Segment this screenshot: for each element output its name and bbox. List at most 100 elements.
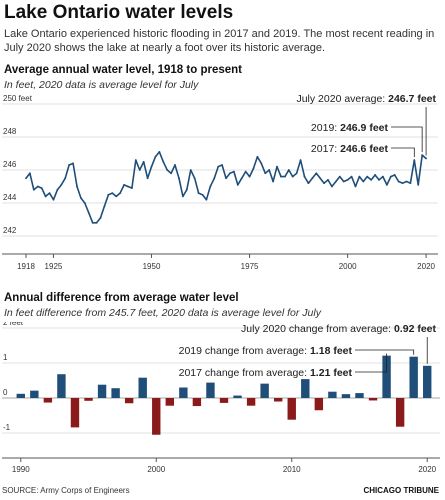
data-point	[350, 175, 353, 178]
data-point	[83, 202, 86, 204]
data-point	[56, 188, 59, 191]
data-point	[209, 185, 212, 188]
difference-bar	[43, 398, 53, 403]
data-point	[76, 185, 78, 188]
data-point	[32, 188, 35, 191]
data-point	[131, 187, 133, 190]
data-point	[25, 177, 27, 180]
x-tick-label: 1975	[241, 262, 259, 271]
y-tick-label: 2 feet	[3, 322, 24, 327]
bar-chart-title: Annual difference from average water lev…	[4, 292, 239, 304]
annotation-2: 2017: 246.6 feet	[311, 143, 389, 155]
x-tick-label: 1925	[45, 262, 63, 271]
data-point	[146, 177, 149, 180]
data-point	[323, 182, 325, 185]
difference-bar	[233, 395, 242, 398]
data-point	[123, 183, 125, 186]
data-point	[29, 172, 31, 175]
data-point	[232, 170, 235, 173]
data-point	[150, 165, 153, 168]
data-point	[158, 150, 161, 153]
data-point	[378, 179, 380, 181]
data-point	[397, 180, 400, 183]
data-point	[48, 192, 51, 194]
x-tick-label: 1990	[12, 465, 30, 474]
data-point	[115, 195, 118, 198]
data-point	[382, 175, 384, 178]
data-point	[409, 182, 412, 185]
annotation-2-value: 246.6 feet	[340, 143, 388, 155]
data-point	[181, 195, 184, 198]
data-point	[225, 177, 227, 180]
difference-bar	[382, 355, 391, 398]
data-point	[189, 169, 192, 171]
data-point	[72, 162, 74, 165]
data-point	[127, 185, 129, 188]
data-point	[307, 182, 310, 185]
data-point	[276, 165, 278, 168]
data-point	[36, 185, 39, 188]
data-point	[315, 172, 318, 175]
data-point	[346, 179, 349, 181]
difference-bar	[124, 398, 134, 404]
difference-bar	[206, 382, 215, 398]
bar-annotation-2: 2017 change from average: 1.21 feet	[179, 367, 353, 379]
data-point	[170, 172, 173, 175]
bar-annotation-1-value: 1.18 feet	[310, 345, 353, 357]
water-level-line-chart: 250 feet 248 246 244 242 1918 1925 1950 1975 2000…	[2, 93, 438, 271]
data-point	[244, 170, 247, 173]
y-tick-label: 246	[3, 160, 17, 169]
data-point	[393, 174, 396, 176]
data-point	[154, 155, 157, 158]
data-point	[162, 160, 165, 163]
data-point	[248, 175, 251, 178]
difference-bar	[152, 398, 161, 435]
y-tick-label: 244	[3, 193, 17, 202]
data-point	[52, 198, 55, 201]
difference-bar	[368, 398, 378, 401]
data-point	[260, 162, 263, 165]
data-point	[256, 155, 259, 158]
data-point	[60, 183, 63, 186]
difference-bar	[70, 398, 80, 428]
bar-annotation-1-label: 2019 change from average:	[179, 345, 310, 357]
annotation-0-value: 246.7 feet	[388, 93, 436, 105]
x-tick-label: 2010	[283, 465, 301, 474]
annotation-1: 2019: 246.9 feet	[311, 122, 389, 134]
data-point	[142, 160, 145, 163]
difference-bar	[16, 393, 25, 398]
difference-bar	[192, 398, 202, 407]
data-point	[280, 175, 282, 178]
x-tick-label: 2000	[147, 465, 165, 474]
bar-annotation-1: 2019 change from average: 1.18 feet	[179, 345, 353, 357]
difference-bar	[395, 398, 405, 427]
difference-bar	[219, 398, 229, 403]
y-tick-label: 0	[3, 388, 8, 397]
data-point	[166, 169, 169, 171]
difference-bar-chart: 2 feet 1 0 -1 1990 2000 2010 2020 July 2020 chan…	[2, 322, 440, 474]
data-point	[299, 159, 302, 161]
data-point	[193, 177, 196, 180]
data-point	[44, 195, 47, 198]
data-point	[134, 159, 137, 161]
difference-bar	[273, 398, 283, 402]
data-point	[221, 164, 224, 166]
annotation-2-label: 2017:	[311, 143, 340, 155]
data-point	[417, 183, 420, 186]
data-point	[119, 192, 122, 194]
data-point	[213, 177, 216, 180]
data-point	[138, 169, 141, 171]
data-point	[342, 180, 345, 183]
bar-annotation-0-value: 0.92 feet	[394, 323, 437, 335]
annotation-leader	[391, 147, 415, 158]
bar-annotation-2-label: 2017 change from average:	[179, 367, 310, 379]
data-point	[178, 177, 180, 180]
data-point	[64, 177, 67, 180]
difference-bar	[355, 393, 364, 398]
difference-bar	[57, 374, 66, 398]
difference-bar	[423, 365, 432, 398]
annotation-1-label: 2019:	[311, 122, 340, 134]
difference-bar	[287, 398, 296, 420]
data-point	[413, 159, 416, 161]
annotation-leader	[391, 126, 423, 153]
